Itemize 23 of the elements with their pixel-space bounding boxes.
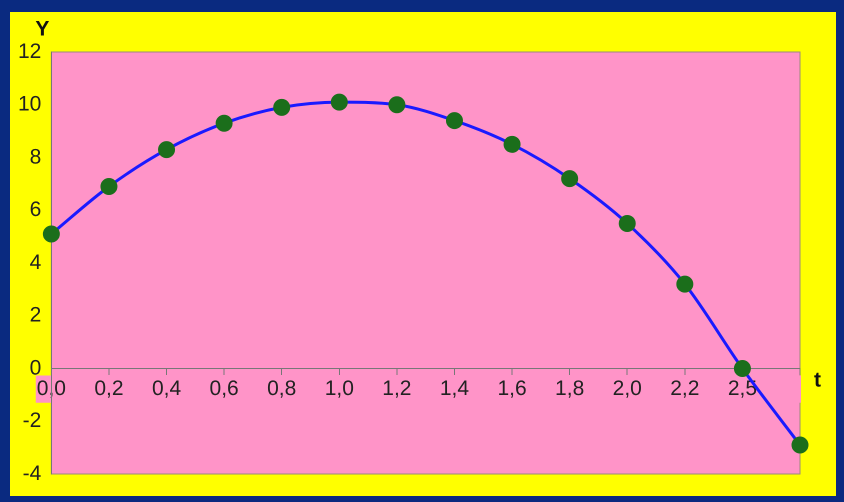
x-tick-label: 0,2 (94, 376, 124, 400)
y-tick-label: 12 (18, 40, 42, 63)
y-tick-label: 10 (18, 92, 42, 116)
x-tick-label: 1,8 (555, 376, 584, 400)
x-tick-label: 1,0 (324, 376, 354, 400)
x-tick-label: 0,8 (267, 376, 296, 400)
y-axis-title: Y (35, 17, 50, 40)
y-tick-label: 4 (30, 250, 42, 274)
x-tick-label: 2,5 (728, 376, 758, 400)
y-tick-label: 0 (30, 356, 42, 380)
x-tick-label: 1,4 (440, 376, 470, 400)
x-tick-label: 0,6 (210, 376, 239, 400)
x-axis-title: t (814, 368, 821, 392)
x-tick-label: 1,2 (382, 376, 412, 400)
y-tick-label: 8 (30, 145, 42, 168)
x-tick-label: 2,2 (670, 376, 700, 400)
y-tick-label: 2 (30, 304, 42, 327)
x-tick-label: 1,6 (497, 376, 527, 400)
x-tick-label: 0,4 (152, 376, 182, 400)
y-tick-label: 6 (30, 198, 42, 222)
x-tick-label: 2,0 (612, 376, 642, 400)
y-tick-label: -2 (22, 409, 42, 432)
y-tick-label: -4 (22, 462, 42, 485)
